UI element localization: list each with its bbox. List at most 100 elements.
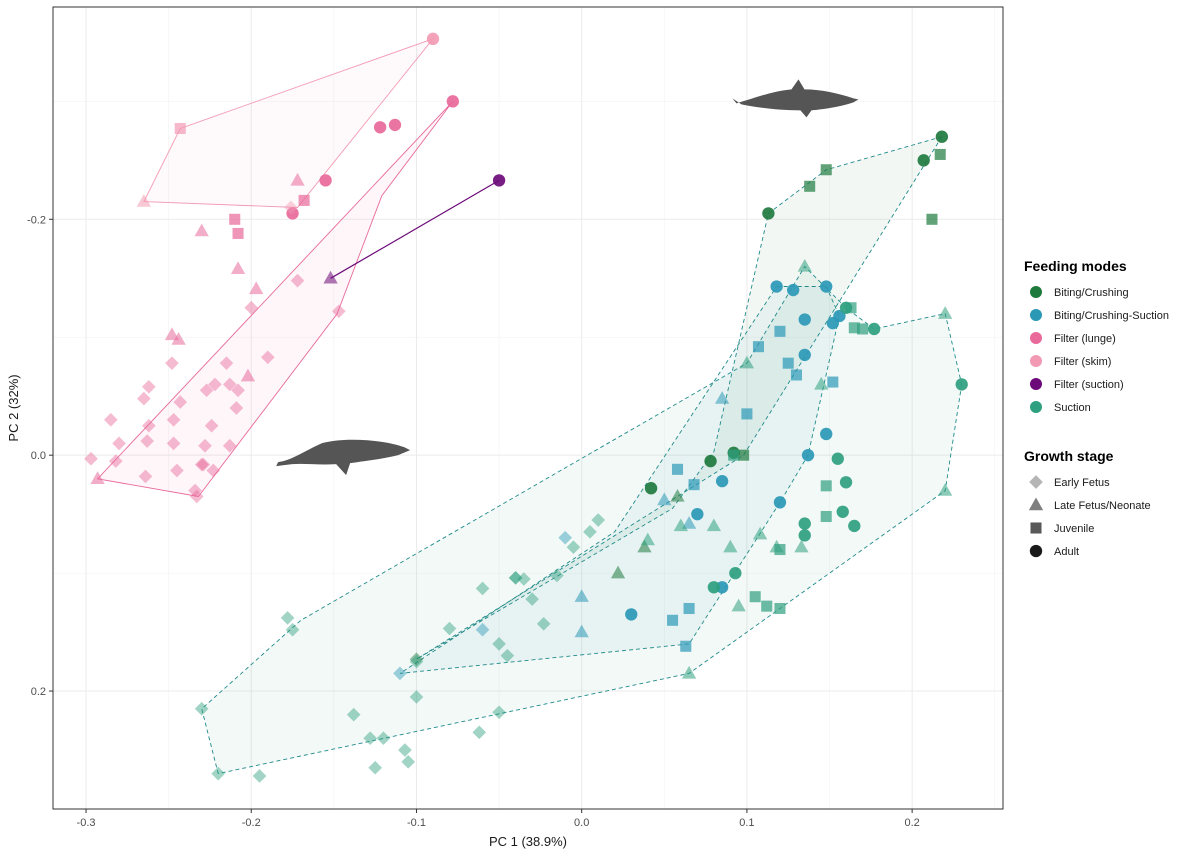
data-point xyxy=(731,598,746,612)
data-point xyxy=(558,530,572,545)
data-point xyxy=(252,769,267,783)
data-point xyxy=(290,273,305,288)
data-point xyxy=(955,378,968,391)
data-point xyxy=(938,306,953,319)
data-point xyxy=(219,356,234,371)
data-point xyxy=(174,122,186,135)
legend-title: Feeding modes xyxy=(1024,258,1127,274)
y-tick-label: 0.0 xyxy=(31,450,46,462)
data-point xyxy=(820,510,832,523)
data-point xyxy=(137,391,151,406)
legend-key xyxy=(1030,522,1042,534)
legend-label: Biting/Crushing-Suction xyxy=(1054,310,1169,322)
data-point xyxy=(284,200,298,215)
data-point xyxy=(388,118,402,132)
legend-key xyxy=(1030,332,1042,344)
data-point xyxy=(798,517,811,530)
data-point xyxy=(393,666,407,681)
data-point xyxy=(762,207,775,220)
data-point xyxy=(285,622,300,637)
data-point xyxy=(90,471,105,484)
data-point xyxy=(492,174,506,187)
data-point xyxy=(774,602,786,615)
data-point xyxy=(368,760,382,775)
data-point xyxy=(591,513,606,527)
data-point xyxy=(774,325,786,337)
data-point xyxy=(112,436,126,451)
data-point xyxy=(610,565,626,579)
data-point xyxy=(667,614,679,626)
legend-key xyxy=(1030,286,1042,298)
data-point xyxy=(845,302,857,314)
data-point xyxy=(550,568,564,583)
data-point xyxy=(332,304,346,319)
data-point xyxy=(136,194,152,207)
data-point xyxy=(198,438,212,453)
data-point xyxy=(194,223,209,237)
data-point xyxy=(188,483,202,498)
data-point xyxy=(839,476,853,489)
data-point xyxy=(798,313,811,326)
data-point xyxy=(831,452,844,465)
data-point xyxy=(704,454,717,468)
legend-label: Late Fetus/Neonate xyxy=(1054,500,1151,512)
data-point xyxy=(231,383,245,398)
data-point xyxy=(804,180,816,192)
data-point xyxy=(290,172,305,186)
data-point xyxy=(814,376,829,390)
data-point xyxy=(249,281,264,295)
data-point xyxy=(741,408,753,420)
data-point xyxy=(376,731,391,746)
hull-filter-suction- xyxy=(330,179,500,279)
data-point xyxy=(142,418,156,433)
data-point xyxy=(683,602,695,615)
legend-key xyxy=(1030,355,1042,367)
data-point xyxy=(681,516,697,529)
data-point xyxy=(574,589,589,602)
data-point xyxy=(637,539,652,553)
data-point xyxy=(820,164,832,176)
plot-border xyxy=(52,6,1004,810)
legend-key xyxy=(1028,497,1044,511)
legend: Feeding modes Biting/Crushing Biting/Crush… xyxy=(1024,258,1169,558)
data-point xyxy=(688,479,700,491)
data-point xyxy=(189,489,204,504)
data-point xyxy=(517,572,531,586)
data-point xyxy=(230,261,246,275)
data-point xyxy=(298,194,310,206)
data-point xyxy=(769,539,784,553)
data-point xyxy=(508,571,523,585)
data-point xyxy=(786,283,800,297)
legend-label: Early Fetus xyxy=(1054,477,1110,489)
data-point xyxy=(798,529,811,542)
data-point xyxy=(934,148,946,160)
data-point xyxy=(714,391,730,404)
data-point xyxy=(138,469,153,484)
y-tick-label: 0.2 xyxy=(31,686,46,698)
data-point xyxy=(232,227,244,239)
data-point xyxy=(728,449,740,461)
data-point xyxy=(222,377,237,392)
data-point xyxy=(681,665,697,679)
data-point xyxy=(723,539,738,553)
data-point xyxy=(790,369,803,381)
x-tick-label: -0.2 xyxy=(242,817,261,829)
data-point xyxy=(204,418,219,433)
x-tick-label: 0.2 xyxy=(904,817,919,829)
y-axis-ticks: -0.2 0.0 0.2 xyxy=(27,214,53,698)
data-point xyxy=(492,705,506,720)
data-point xyxy=(836,505,849,518)
data-point xyxy=(671,463,684,475)
data-point xyxy=(240,368,256,382)
data-point xyxy=(773,496,787,509)
data-point xyxy=(409,690,424,704)
legend-key xyxy=(1029,475,1043,489)
animal-silhouettes xyxy=(276,79,859,476)
data-point xyxy=(142,379,156,394)
x-tick-label: -0.3 xyxy=(77,817,96,829)
hull-filter-lunge- xyxy=(96,101,454,497)
data-point xyxy=(670,488,685,502)
data-point xyxy=(761,600,773,612)
data-point xyxy=(673,518,688,532)
